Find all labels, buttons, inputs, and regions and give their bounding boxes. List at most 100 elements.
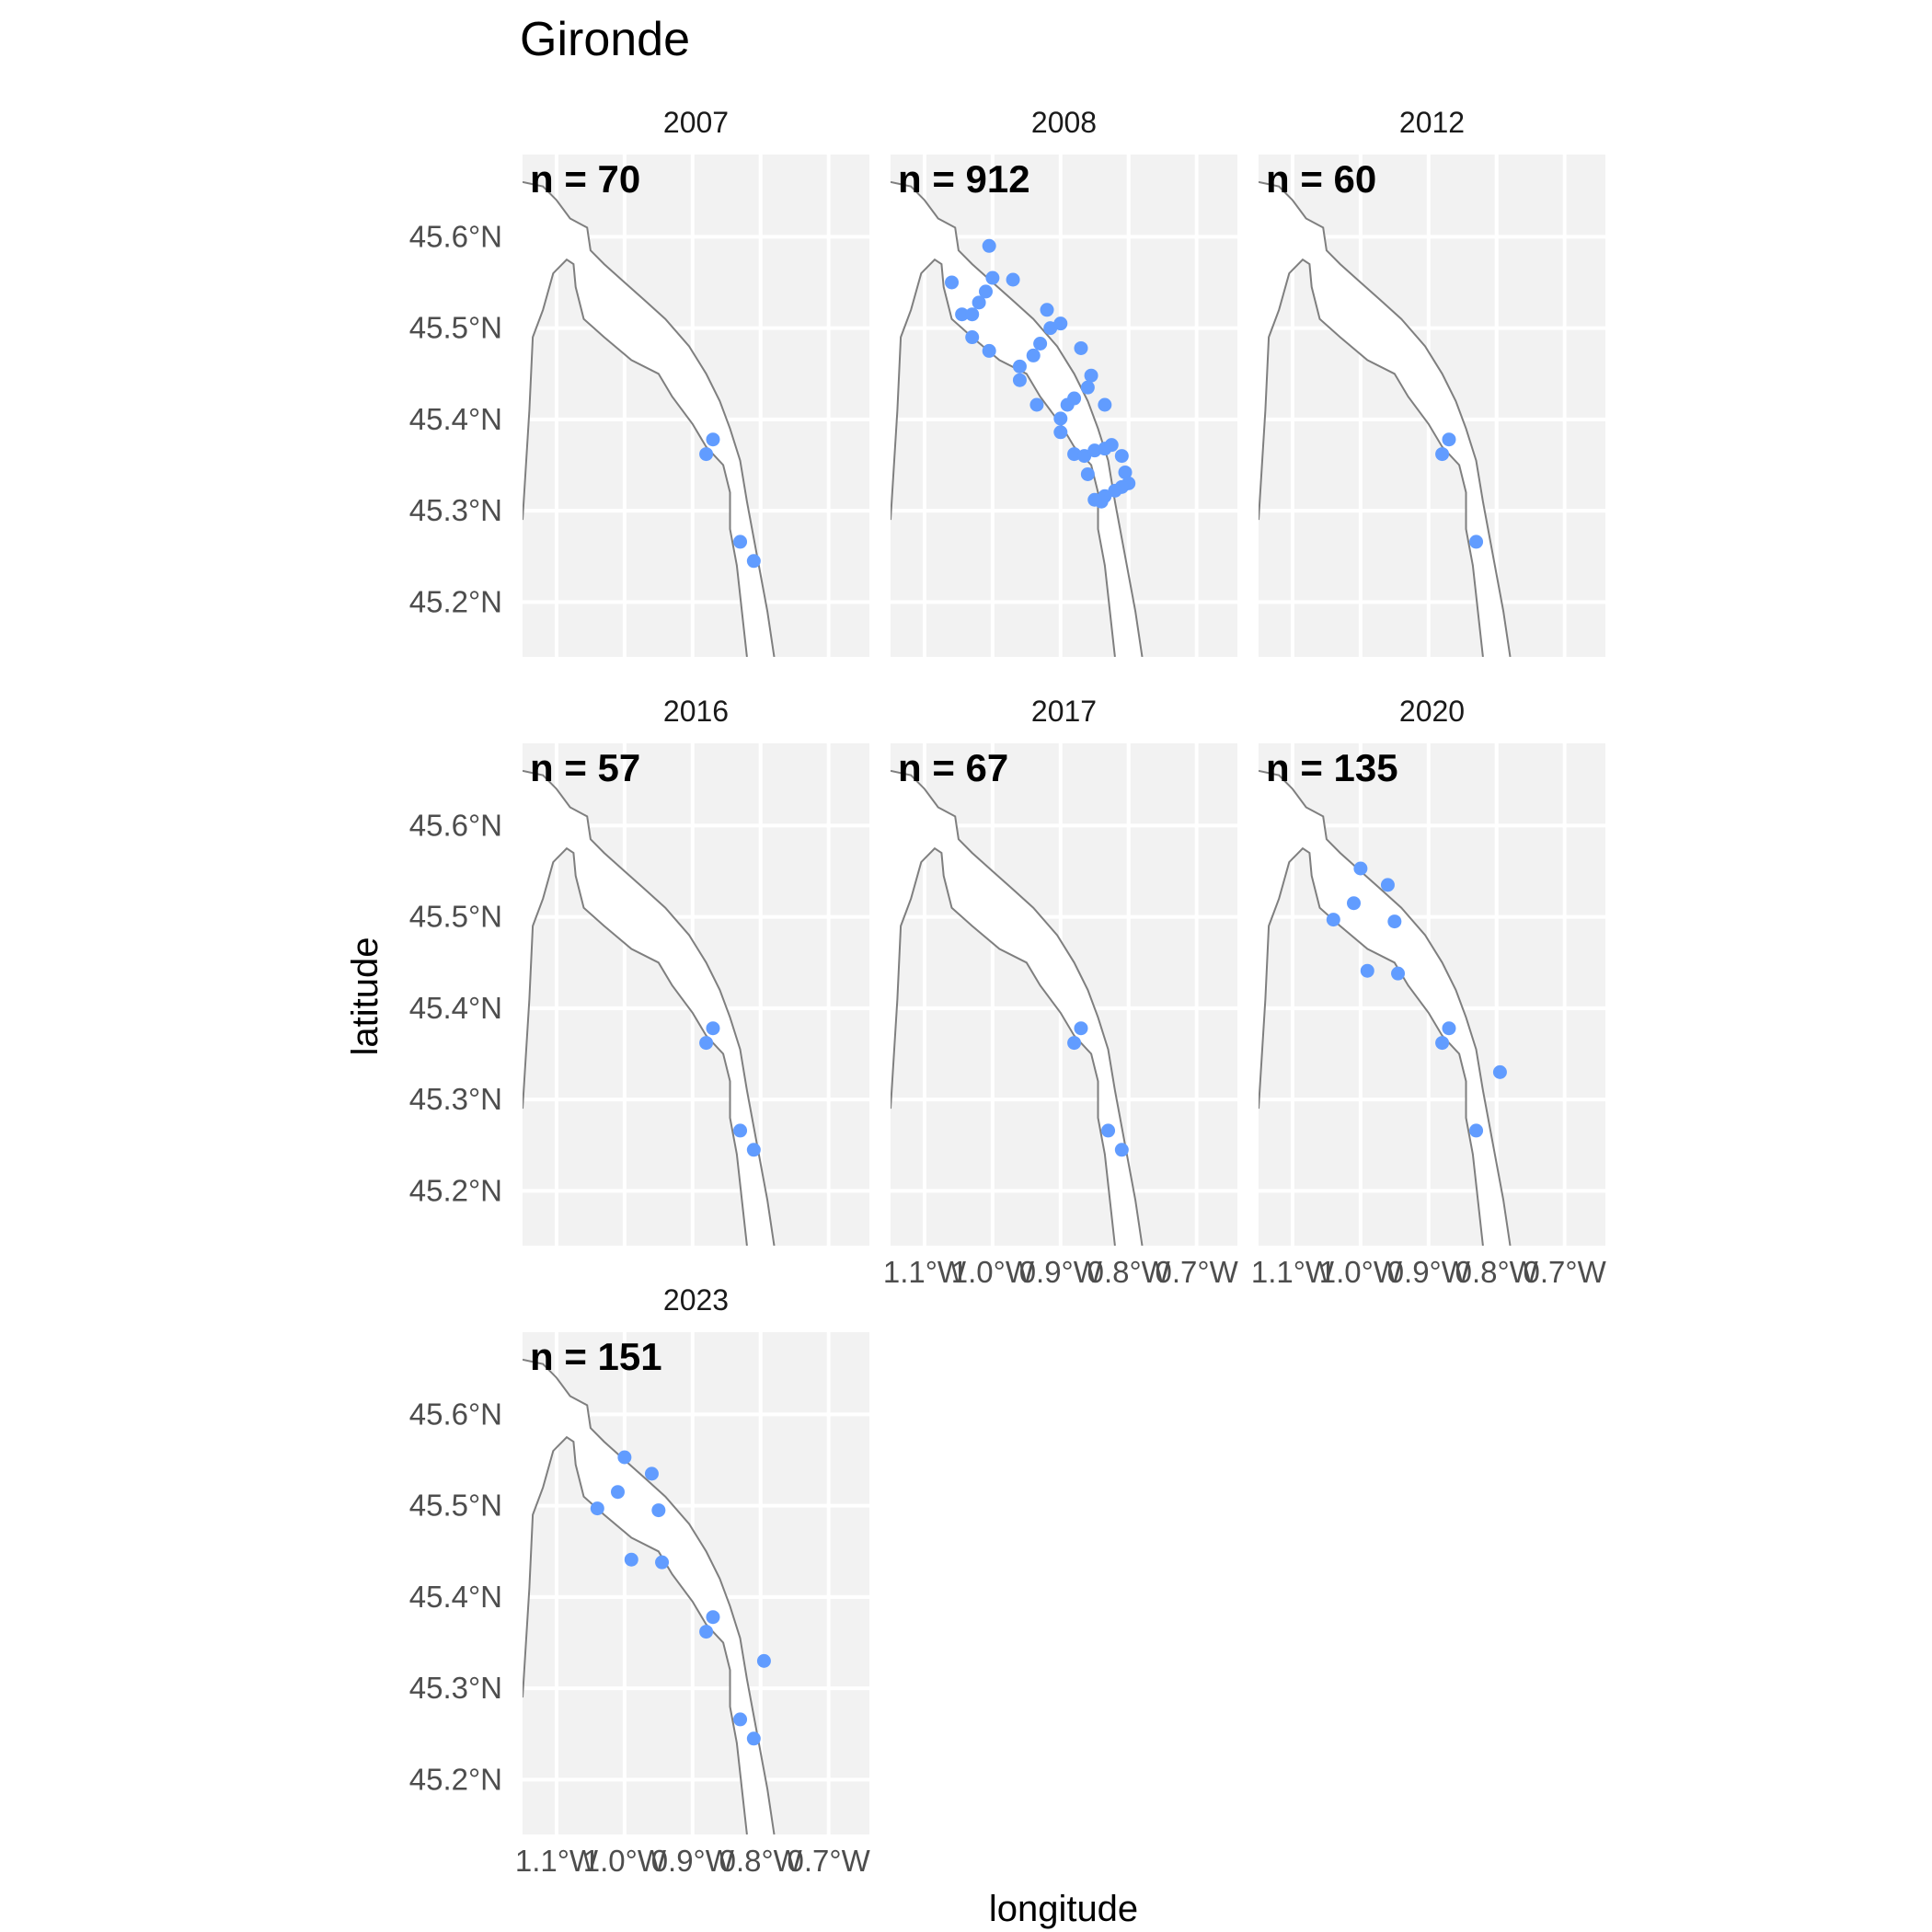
data-point bbox=[1080, 466, 1095, 481]
data-point bbox=[1346, 896, 1361, 911]
x-tick-label: 1.0°W bbox=[583, 1844, 667, 1878]
y-tick-label: 45.5°N bbox=[409, 311, 502, 345]
estuary-water bbox=[891, 770, 1143, 1246]
data-point bbox=[1098, 397, 1112, 412]
facet-strip-label: 2007 bbox=[663, 106, 729, 139]
data-point bbox=[1360, 963, 1374, 978]
y-tick-label: 45.6°N bbox=[409, 808, 502, 842]
data-point bbox=[945, 275, 960, 290]
south-bank-outline bbox=[523, 258, 748, 657]
facet-panel-2016: 2016 n = 57 45.2°N 45.3°N 45.4°N 45.5°N 45.6°N bbox=[409, 695, 869, 1246]
data-point bbox=[1492, 1064, 1507, 1079]
data-point bbox=[1326, 913, 1340, 927]
x-tick-label: 1.1°W bbox=[883, 1255, 967, 1289]
x-tick-label: 0.7°W bbox=[1156, 1255, 1239, 1289]
data-point bbox=[1012, 359, 1027, 374]
x-tick-label: 0.8°W bbox=[719, 1844, 803, 1878]
data-point bbox=[1077, 449, 1092, 464]
map-layer bbox=[891, 769, 1144, 1246]
data-point bbox=[1087, 443, 1102, 458]
south-bank-outline bbox=[891, 846, 1116, 1246]
data-point bbox=[1067, 391, 1082, 406]
facet-strip-label: 2008 bbox=[1031, 106, 1097, 139]
facet-strip-label: 2023 bbox=[663, 1283, 729, 1317]
data-point bbox=[1053, 316, 1068, 331]
data-point bbox=[651, 1503, 666, 1518]
data-point bbox=[1040, 303, 1054, 317]
x-tick-label: 0.9°W bbox=[651, 1844, 735, 1878]
data-point bbox=[706, 1021, 720, 1036]
data-point bbox=[1026, 348, 1041, 362]
data-point bbox=[624, 1552, 638, 1567]
facet-panels: 2007 n = 70 45.2°N 45.3°N 45.4°N 45.5°N 45.6°N… bbox=[409, 106, 1607, 1878]
data-point bbox=[965, 307, 980, 322]
estuary-water bbox=[1259, 181, 1511, 657]
data-point bbox=[610, 1485, 625, 1500]
north-bank-outline bbox=[891, 769, 1144, 1246]
map-layer bbox=[523, 1358, 776, 1834]
north-bank-outline bbox=[523, 180, 776, 657]
data-point bbox=[756, 1653, 771, 1668]
data-point bbox=[590, 1501, 604, 1516]
data-point bbox=[1435, 1036, 1450, 1051]
north-bank-outline bbox=[1259, 180, 1512, 657]
data-point bbox=[746, 1143, 761, 1157]
data-point bbox=[1080, 380, 1095, 395]
data-point bbox=[1353, 861, 1368, 876]
x-axis-title: longitude bbox=[989, 1889, 1138, 1929]
map-layer bbox=[1259, 180, 1512, 657]
y-tick-label: 45.5°N bbox=[409, 900, 502, 934]
y-tick-label: 45.4°N bbox=[409, 402, 502, 436]
data-point bbox=[1006, 272, 1020, 287]
estuary-water bbox=[523, 181, 775, 657]
y-axis-title: latitude bbox=[345, 937, 385, 1056]
data-point bbox=[1101, 1123, 1116, 1138]
data-point bbox=[1067, 1036, 1082, 1051]
x-tick-label: 0.7°W bbox=[788, 1844, 871, 1878]
data-point bbox=[733, 535, 748, 549]
estuary-water bbox=[523, 770, 775, 1246]
data-point bbox=[1469, 1123, 1484, 1138]
x-tick-label: 1.0°W bbox=[951, 1255, 1035, 1289]
x-tick-label: 1.1°W bbox=[515, 1844, 599, 1878]
data-point bbox=[1033, 336, 1048, 351]
map-layer bbox=[523, 769, 776, 1246]
data-point bbox=[706, 432, 720, 447]
data-point bbox=[1435, 447, 1450, 462]
data-point bbox=[699, 1625, 714, 1639]
north-bank-outline bbox=[523, 769, 776, 1246]
x-tick-label: 1.1°W bbox=[1251, 1255, 1335, 1289]
data-point bbox=[1067, 447, 1082, 462]
y-tick-label: 45.3°N bbox=[409, 493, 502, 527]
south-bank-outline bbox=[523, 846, 748, 1246]
facet-panel-2012: 2012 n = 60 bbox=[1259, 106, 1605, 657]
data-point bbox=[1442, 432, 1456, 447]
data-point bbox=[699, 1036, 714, 1051]
y-tick-label: 45.5°N bbox=[409, 1489, 502, 1523]
y-tick-label: 45.4°N bbox=[409, 991, 502, 1025]
y-tick-label: 45.4°N bbox=[409, 1580, 502, 1614]
x-tick-label: 0.9°W bbox=[1019, 1255, 1103, 1289]
data-point bbox=[1074, 340, 1088, 355]
data-point bbox=[1087, 492, 1102, 507]
x-tick-label: 0.8°W bbox=[1087, 1255, 1171, 1289]
y-tick-label: 45.2°N bbox=[409, 1762, 502, 1796]
count-label: n = 151 bbox=[530, 1335, 662, 1378]
data-point bbox=[617, 1450, 632, 1465]
data-point bbox=[733, 1712, 748, 1727]
data-point bbox=[1391, 966, 1406, 981]
data-point bbox=[1380, 878, 1395, 892]
count-label: n = 912 bbox=[898, 157, 1030, 201]
south-bank-outline bbox=[523, 1435, 748, 1834]
data-point bbox=[955, 307, 970, 322]
north-bank-outline bbox=[523, 1358, 776, 1834]
data-point bbox=[733, 1123, 748, 1138]
facet-panel-2007: 2007 n = 70 45.2°N 45.3°N 45.4°N 45.5°N 45.6°N bbox=[409, 106, 869, 657]
south-bank-outline bbox=[1259, 846, 1484, 1246]
data-point bbox=[982, 238, 996, 253]
south-bank-outline bbox=[1259, 258, 1484, 657]
